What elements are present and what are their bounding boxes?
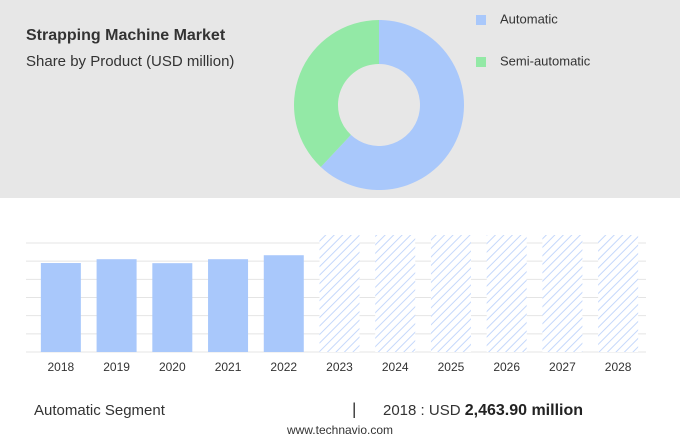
x-tick-label: 2024 (382, 360, 409, 374)
x-tick-label: 2023 (326, 360, 353, 374)
x-tick-label: 2027 (549, 360, 576, 374)
x-tick-label: 2020 (159, 360, 186, 374)
year-label: 2018 : USD (383, 402, 461, 419)
x-tick-label: 2019 (103, 360, 130, 374)
x-tick-label: 2028 (605, 360, 632, 374)
legend-swatch (476, 15, 486, 25)
forecast-placeholder (375, 235, 416, 352)
chart-title: Strapping Machine Market (26, 27, 226, 44)
legend-label: Automatic (500, 11, 558, 26)
bar (152, 263, 193, 352)
bar (208, 259, 249, 352)
forecast-placeholder (598, 235, 639, 352)
forecast-placeholder (430, 235, 471, 352)
pie-slice (320, 20, 465, 190)
legend-swatch (476, 57, 486, 67)
separator: | (352, 399, 356, 418)
forecast-placeholder (319, 235, 360, 352)
x-tick-label: 2018 (48, 360, 75, 374)
pie-slice (294, 20, 379, 167)
x-tick-label: 2022 (270, 360, 297, 374)
forecast-placeholder (542, 235, 583, 352)
bar (263, 255, 304, 352)
x-tick-label: 2026 (493, 360, 520, 374)
segment-label: Automatic Segment (34, 402, 166, 419)
forecast-placeholder (486, 235, 527, 352)
bar (96, 259, 137, 352)
value-label: 2,463.90 million (465, 402, 583, 419)
chart-subtitle: Share by Product (USD million) (26, 53, 234, 70)
source: www.technavio.com (286, 423, 393, 437)
bar (40, 263, 81, 352)
x-tick-label: 2025 (438, 360, 465, 374)
legend-label: Semi-automatic (500, 53, 591, 68)
x-tick-label: 2021 (215, 360, 242, 374)
footer-value: 2018 : USD 2,463.90 million (383, 402, 583, 419)
